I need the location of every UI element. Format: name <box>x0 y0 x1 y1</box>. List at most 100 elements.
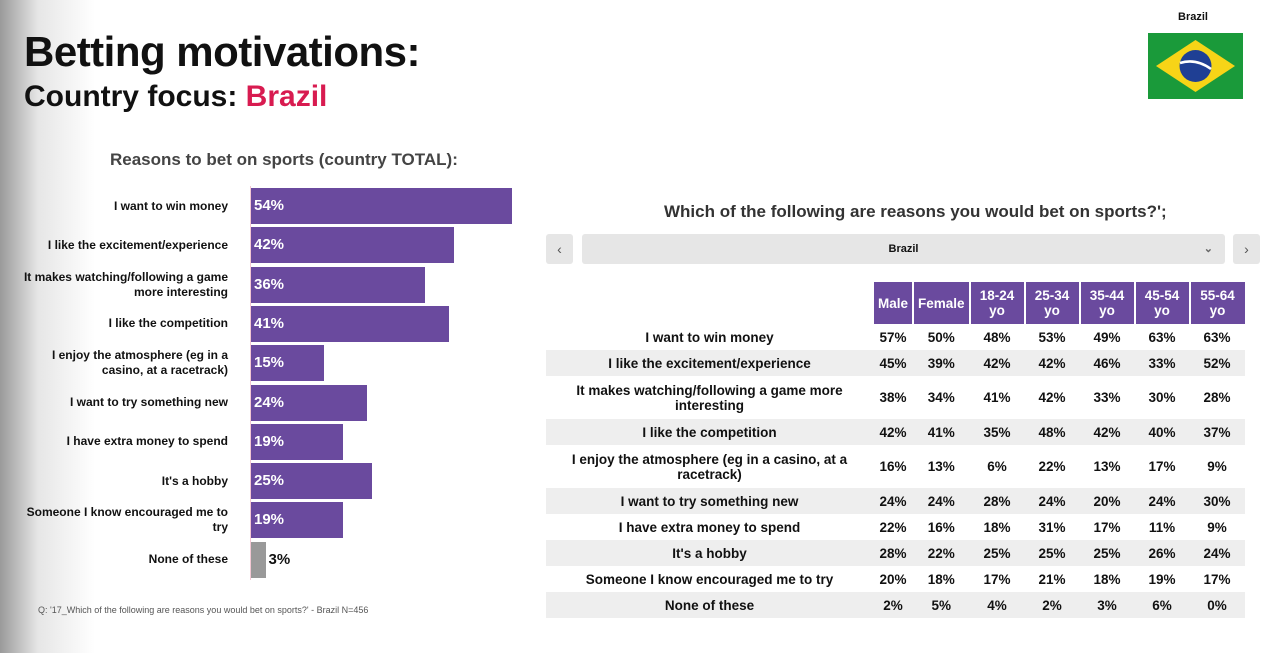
bar: 15% <box>251 345 324 382</box>
table-cell: 2% <box>1024 592 1080 618</box>
table-cell: 22% <box>1038 459 1066 474</box>
table-cell: 30% <box>1189 488 1245 514</box>
table-cell: 38% <box>879 390 907 405</box>
table-cell: 41% <box>913 419 970 445</box>
table-cell: 2% <box>873 592 914 618</box>
table-row: I have extra money to spend 22% 16% 18% 31% 1… <box>546 514 1245 540</box>
table-row: It makes watching/following a game more … <box>546 376 1245 419</box>
bar-label: I want to win money <box>113 198 228 213</box>
page-subtitle: Country focus: Brazil <box>24 80 327 114</box>
bar-value-label: 24% <box>254 393 285 411</box>
bar-value-label: 41% <box>254 314 285 332</box>
table-cell: 49% <box>1093 329 1121 345</box>
table-cell: 0% <box>1189 592 1245 618</box>
table-cell: 24% <box>1024 488 1080 514</box>
table-cell: 48% <box>983 329 1011 345</box>
column-header: 55-64 yo <box>1188 282 1245 324</box>
table-cell: 28% <box>1203 390 1231 405</box>
table-cell: 50% <box>927 329 955 345</box>
row-label: I enjoy the atmosphere (eg in a casino, … <box>571 451 848 482</box>
table-cell: 17% <box>1203 571 1231 587</box>
table-row: I want to try something new 24% 24% 28% 24% 2… <box>546 488 1245 514</box>
page-title: Betting motivations: <box>24 28 421 75</box>
table-row: I enjoy the atmosphere (eg in a casino, … <box>546 445 1245 488</box>
table-cell: 5% <box>913 592 970 618</box>
table-cell: 42% <box>1079 419 1135 445</box>
table-row: Someone I know encouraged me to try 20% 18… <box>546 566 1245 592</box>
table-cell: 31% <box>1038 519 1066 535</box>
chart-title: Reasons to bet on sports (country TOTAL)… <box>110 150 458 169</box>
table-title: Which of the following are reasons you w… <box>664 202 1167 221</box>
next-button[interactable]: › <box>1233 234 1260 264</box>
table-cell: 63% <box>1148 329 1176 345</box>
table-cell: 24% <box>913 488 970 514</box>
table-cell: 26% <box>1134 540 1190 566</box>
bar: 19% <box>251 502 343 539</box>
row-label: It makes watching/following a game more … <box>576 382 843 413</box>
country-select[interactable]: Brazil ⌄ <box>582 234 1225 264</box>
table-cell: 20% <box>879 571 907 587</box>
table-cell: 34% <box>927 390 955 405</box>
column-header: 25-34 yo <box>1023 282 1080 324</box>
table-cell: 13% <box>1093 459 1121 474</box>
table-cell: 42% <box>969 350 1025 376</box>
table-cell: 3% <box>1079 592 1135 618</box>
row-label: Someone I know encouraged me to try <box>585 571 834 587</box>
bar: 24% <box>251 384 367 421</box>
bar-value-label: 42% <box>254 236 285 254</box>
table-row: I like the competition 42% 41% 35% 48% 42% 40%… <box>546 419 1245 445</box>
corner-cell <box>546 282 873 324</box>
table-cell: 16% <box>927 519 955 535</box>
table-cell: 19% <box>1148 571 1176 587</box>
table-cell: 18% <box>1093 571 1121 587</box>
table-cell: 46% <box>1079 350 1135 376</box>
table-row: None of these 2% 5% 4% 2% 3% 6% 0% <box>546 592 1245 618</box>
chevron-down-icon: ⌄ <box>1203 243 1213 255</box>
row-label: It's a hobby <box>546 540 873 566</box>
left-shade <box>0 0 95 653</box>
table-cell: 25% <box>969 540 1025 566</box>
chart-axis <box>250 186 251 580</box>
table-cell: 42% <box>1024 350 1080 376</box>
table-cell: 40% <box>1134 419 1190 445</box>
table-cell: 48% <box>1024 419 1080 445</box>
table-cell: 20% <box>1079 488 1135 514</box>
table-cell: 6% <box>1134 592 1190 618</box>
column-header: Male <box>871 282 914 324</box>
bar-label: It's a hobby <box>161 473 228 488</box>
row-label: I want to try something new <box>546 488 873 514</box>
row-label: I like the competition <box>546 419 873 445</box>
row-label: I like the excitement/experience <box>546 350 873 376</box>
prev-button[interactable]: ‹ <box>546 234 573 264</box>
bar-value-label: 36% <box>254 275 285 293</box>
table-cell: 17% <box>1093 519 1121 535</box>
table-cell: 41% <box>983 390 1011 405</box>
table-cell: 28% <box>969 488 1025 514</box>
row-label: I have extra money to spend <box>618 519 801 535</box>
table-cell: 6% <box>987 459 1007 474</box>
column-header: Female <box>912 282 970 324</box>
table-cell: 9% <box>1207 519 1227 535</box>
row-label: None of these <box>546 592 873 618</box>
row-label: I want to win money <box>645 329 774 345</box>
bar: 54% <box>251 188 512 224</box>
bar <box>251 541 266 578</box>
bar-label: I want to try something new <box>69 395 228 409</box>
table-row: It's a hobby 28% 22% 25% 25% 25% 26% 24% <box>546 540 1245 566</box>
column-header: 45-54 yo <box>1133 282 1190 324</box>
bar-label: I enjoy the atmosphere (eg in a casino, … <box>51 348 228 378</box>
table-cell: 16% <box>879 459 907 474</box>
country-select-value: Brazil <box>888 243 919 255</box>
table-cell: 39% <box>913 350 970 376</box>
flag-label: Brazil <box>1178 11 1208 23</box>
table-cell: 37% <box>1189 419 1245 445</box>
table-cell: 18% <box>983 519 1011 535</box>
bar: 41% <box>251 305 450 342</box>
bar-value-label: 54% <box>254 197 285 214</box>
bar-label: It makes watching/following a game more … <box>23 269 228 299</box>
bar-label: I like the excitement/experience <box>47 237 228 252</box>
table-cell: 21% <box>1038 571 1066 587</box>
table-cell: 17% <box>983 571 1011 587</box>
brazil-flag-icon <box>1148 33 1243 99</box>
bar-label: I like the competition <box>108 316 228 331</box>
